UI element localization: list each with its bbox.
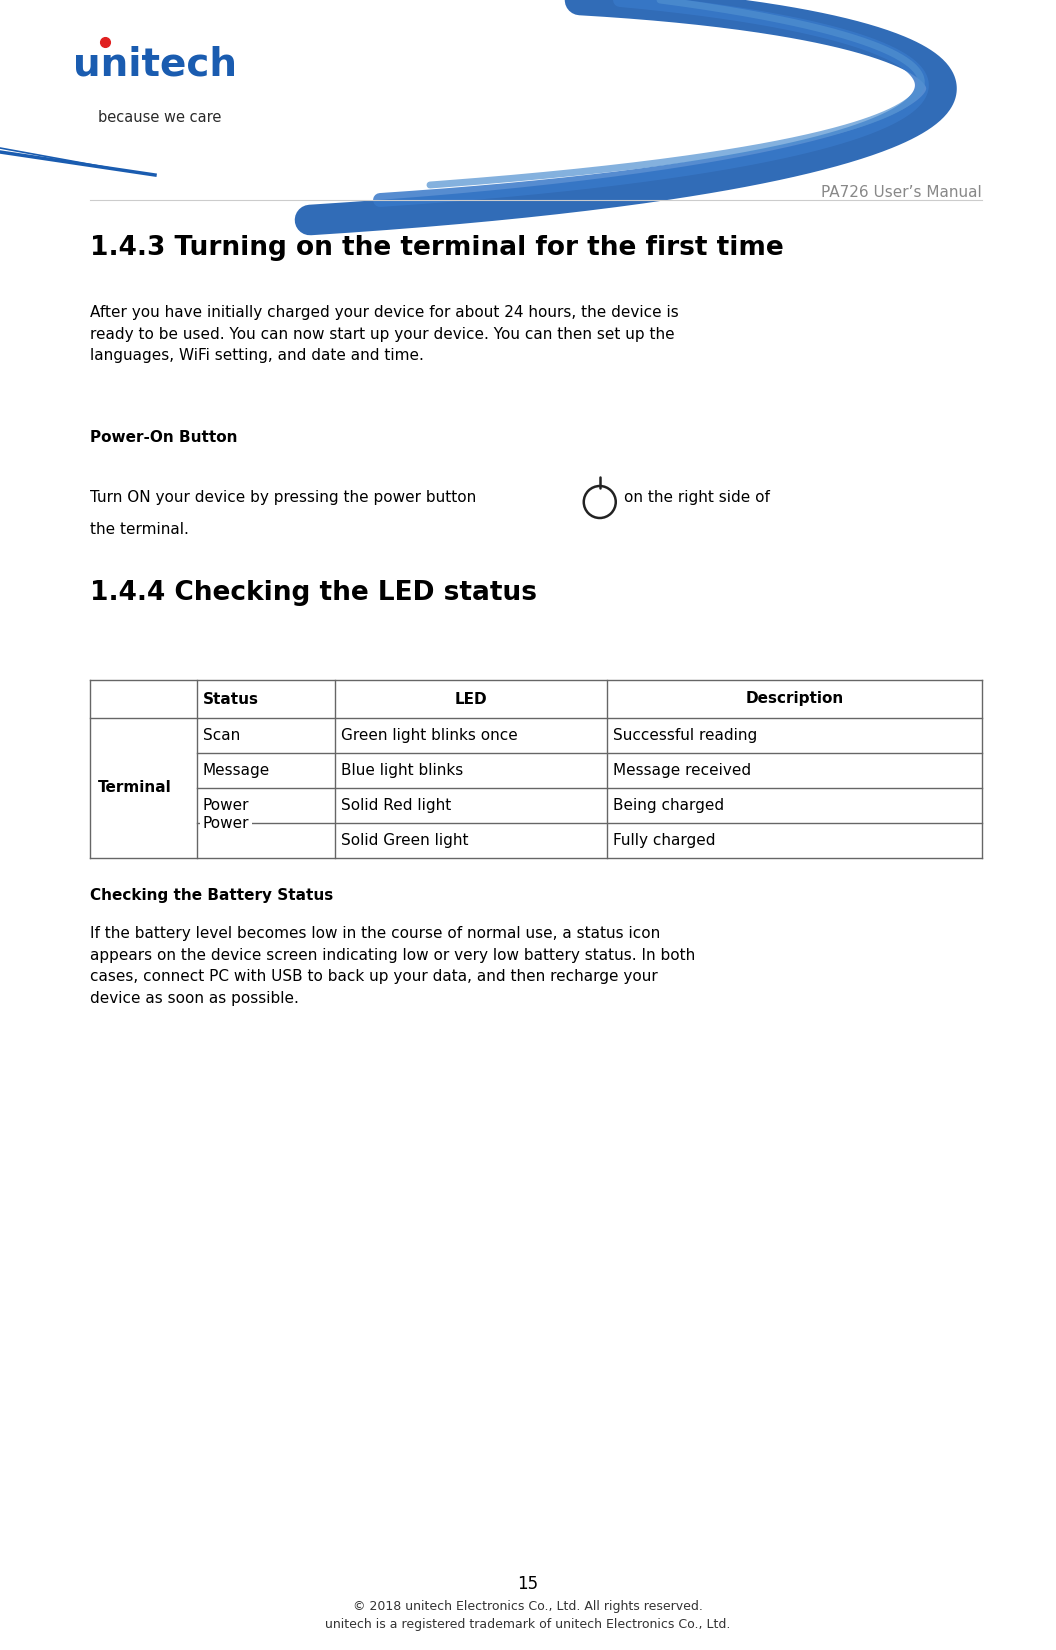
Text: After you have initially charged your device for about 24 hours, the device is
r: After you have initially charged your de…: [90, 305, 679, 363]
Text: Solid Red light: Solid Red light: [341, 799, 451, 813]
Text: Turn ON your device by pressing the power button: Turn ON your device by pressing the powe…: [90, 490, 476, 505]
Text: Checking the Battery Status: Checking the Battery Status: [90, 888, 333, 903]
Text: Fully charged: Fully charged: [614, 833, 716, 848]
Text: Message received: Message received: [614, 762, 752, 779]
Text: 1.4.3 Turning on the terminal for the first time: 1.4.3 Turning on the terminal for the fi…: [90, 234, 784, 261]
Text: Terminal: Terminal: [98, 780, 171, 795]
Text: PA726 User’s Manual: PA726 User’s Manual: [822, 185, 982, 200]
Text: because we care: because we care: [98, 111, 222, 125]
Text: Blue light blinks: Blue light blinks: [341, 762, 464, 779]
Text: Power: Power: [203, 815, 249, 830]
Text: the terminal.: the terminal.: [90, 521, 189, 536]
Text: Solid Green light: Solid Green light: [341, 833, 469, 848]
Text: LED: LED: [455, 691, 488, 706]
Text: Power: Power: [203, 799, 249, 813]
Text: Description: Description: [746, 691, 844, 706]
Text: Status: Status: [203, 691, 259, 706]
Text: unitech is a registered trademark of unitech Electronics Co., Ltd.: unitech is a registered trademark of uni…: [325, 1619, 731, 1630]
Text: Message: Message: [203, 762, 270, 779]
Text: 15: 15: [517, 1576, 539, 1592]
Text: Successful reading: Successful reading: [614, 728, 757, 742]
Text: Being charged: Being charged: [614, 799, 724, 813]
Text: Scan: Scan: [203, 728, 240, 742]
Text: © 2018 unitech Electronics Co., Ltd. All rights reserved.: © 2018 unitech Electronics Co., Ltd. All…: [353, 1600, 703, 1614]
Text: on the right side of: on the right side of: [624, 490, 770, 505]
Text: unitech: unitech: [73, 46, 237, 84]
Text: Green light blinks once: Green light blinks once: [341, 728, 517, 742]
Text: Power-On Button: Power-On Button: [90, 431, 238, 446]
Text: If the battery level becomes low in the course of normal use, a status icon
appe: If the battery level becomes low in the …: [90, 926, 695, 1006]
Text: 1.4.4 Checking the LED status: 1.4.4 Checking the LED status: [90, 581, 536, 606]
